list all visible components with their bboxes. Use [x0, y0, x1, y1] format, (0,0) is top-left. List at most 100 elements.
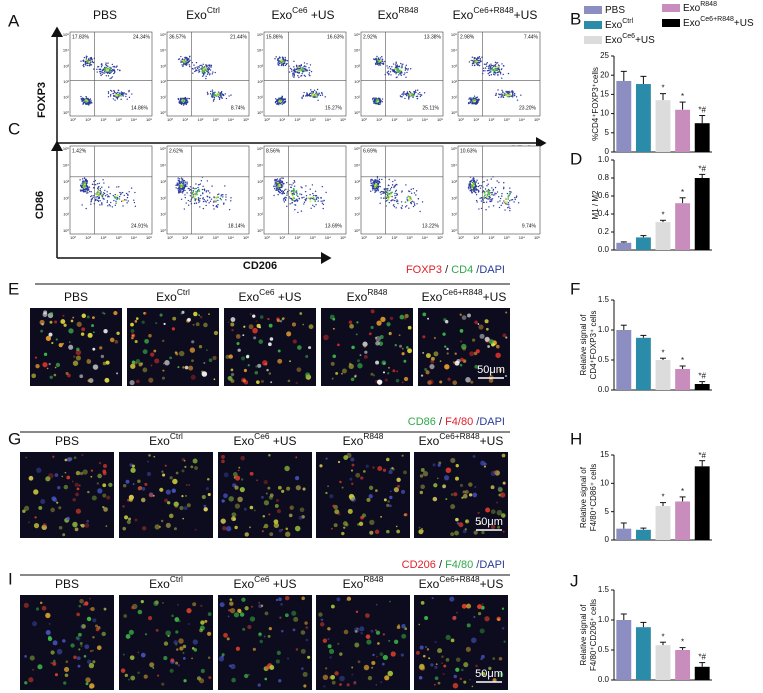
- cell: [136, 380, 140, 384]
- event-dot: [323, 208, 324, 209]
- event-dot: [305, 200, 306, 201]
- cell: [369, 494, 373, 498]
- quadrant-percent: 23.20%: [519, 105, 537, 111]
- event-dot: [285, 58, 286, 59]
- cell: [141, 600, 144, 603]
- cell: [240, 487, 245, 492]
- cell: [342, 487, 344, 489]
- event-dot: [198, 184, 199, 185]
- y-axis-label: %CD4⁺FOXP3⁺cells: [591, 67, 600, 141]
- cell: [188, 484, 190, 486]
- event-dot: [210, 201, 211, 202]
- cell: [79, 374, 83, 378]
- cell: [207, 632, 211, 636]
- event-dot: [221, 93, 222, 94]
- cell: [143, 349, 148, 354]
- cell: [450, 532, 454, 536]
- y-tick-label: 0.0: [598, 245, 610, 254]
- event-dot: [290, 68, 291, 69]
- flow-tick-label: 10²: [63, 79, 69, 84]
- event-dot: [392, 181, 393, 182]
- bar: [656, 100, 671, 152]
- event-dot: [315, 195, 316, 196]
- event-dot: [390, 74, 391, 75]
- event-dot: [303, 92, 304, 93]
- quadrant-percent: 1.42%: [72, 148, 87, 154]
- cell: [503, 531, 505, 533]
- event-dot: [376, 56, 377, 57]
- event-dot: [279, 181, 280, 182]
- cell: [256, 479, 258, 481]
- cell: [233, 472, 238, 477]
- event-core: [395, 68, 397, 70]
- event-dot: [203, 201, 204, 202]
- cell: [277, 651, 281, 655]
- stain-name: /: [442, 264, 451, 276]
- event-core: [493, 69, 495, 71]
- y-tick-label: 1.5: [598, 295, 610, 304]
- cell: [256, 320, 258, 322]
- cell: [456, 612, 458, 614]
- flow-tick-label: 10⁰: [257, 228, 263, 233]
- event-dot: [217, 200, 218, 201]
- cell: [268, 635, 271, 638]
- cell: [137, 651, 139, 653]
- cell: [82, 314, 86, 318]
- cell: [243, 326, 245, 328]
- event-dot: [488, 196, 489, 197]
- event-core: [107, 68, 109, 70]
- flow-tick-label: 10¹: [85, 117, 91, 122]
- cell: [503, 482, 506, 485]
- event-dot: [180, 102, 181, 103]
- event-dot: [88, 189, 89, 190]
- event-dot: [411, 201, 412, 202]
- cell: [321, 619, 324, 622]
- event-dot: [487, 198, 488, 199]
- event-core: [399, 70, 401, 72]
- y-tick-label: 5: [605, 128, 610, 137]
- event-dot: [185, 182, 186, 183]
- event-dot: [82, 97, 83, 98]
- cell: [91, 607, 95, 611]
- cell: [456, 657, 460, 661]
- event-dot: [414, 91, 415, 92]
- cell: [289, 514, 293, 518]
- cell: [455, 518, 459, 522]
- flow-tick-label: 10³: [116, 235, 122, 240]
- cell: [250, 472, 254, 476]
- cell: [175, 662, 178, 665]
- label-suffix: +US: [270, 577, 297, 591]
- flow-plot: 6.69%13.22%10⁵10⁰10⁴10¹10³10²10²10³10¹10…: [354, 146, 444, 240]
- event-dot: [106, 202, 107, 203]
- cell: [76, 471, 80, 475]
- cell: [421, 374, 423, 376]
- event-dot: [491, 74, 492, 75]
- flow-tick-label: 10¹: [376, 117, 382, 122]
- event-dot: [488, 198, 489, 199]
- cell: [62, 343, 64, 345]
- micrograph: [119, 595, 213, 690]
- cell: [148, 616, 152, 620]
- legend-swatch: [662, 4, 680, 12]
- event-dot: [280, 103, 281, 104]
- event-dot: [104, 190, 105, 191]
- cell: [63, 681, 66, 684]
- event-dot: [200, 183, 201, 184]
- quadrant-percent: 6.69%: [363, 148, 378, 154]
- event-dot: [276, 100, 277, 101]
- cell: [223, 493, 228, 498]
- event-dot: [414, 203, 415, 204]
- cell: [152, 667, 154, 669]
- cell: [434, 666, 437, 669]
- label-sup: R848: [363, 574, 383, 584]
- cell: [269, 324, 273, 328]
- cell: [327, 627, 330, 630]
- plot-frame: [458, 32, 540, 116]
- panel-letter: C: [8, 119, 20, 138]
- event-dot: [223, 203, 224, 204]
- event-dot: [85, 189, 86, 190]
- event-dot: [474, 179, 475, 180]
- event-dot: [112, 69, 113, 70]
- event-dot: [382, 98, 383, 99]
- cell: [87, 316, 90, 319]
